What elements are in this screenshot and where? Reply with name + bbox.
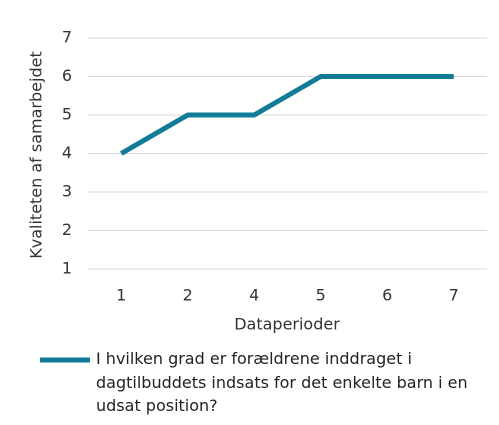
legend-label: I hvilken grad er forældrene inddraget i… xyxy=(96,349,468,415)
x-tick-label: 1 xyxy=(116,286,126,305)
y-tick-label: 6 xyxy=(62,66,72,85)
y-tick-label: 1 xyxy=(62,259,72,278)
y-tick-label: 2 xyxy=(62,220,72,239)
y-tick-label: 3 xyxy=(62,182,72,201)
data-line xyxy=(119,74,454,156)
x-tick-label: 2 xyxy=(183,286,193,305)
x-tick-label: 4 xyxy=(249,286,259,305)
y-tick-label: 5 xyxy=(62,105,72,124)
y-axis-label: Kvaliteten af samarbejdet xyxy=(27,51,46,258)
x-tick-label: 7 xyxy=(449,286,459,305)
x-tick-label: 5 xyxy=(316,286,326,305)
x-tick-label: 6 xyxy=(382,286,392,305)
x-axis-label: Dataperioder xyxy=(234,315,340,334)
y-tick-label: 4 xyxy=(62,143,72,162)
y-tick-label: 7 xyxy=(62,28,72,47)
